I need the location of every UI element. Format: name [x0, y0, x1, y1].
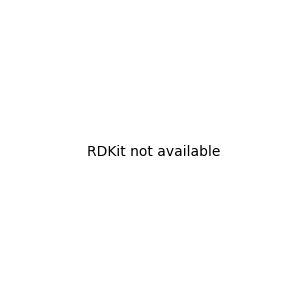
Text: RDKit not available: RDKit not available [87, 145, 220, 158]
